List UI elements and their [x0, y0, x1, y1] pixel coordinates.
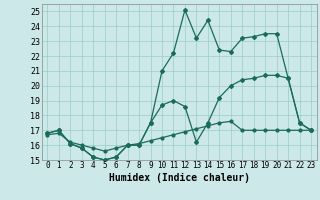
X-axis label: Humidex (Indice chaleur): Humidex (Indice chaleur)	[109, 173, 250, 183]
